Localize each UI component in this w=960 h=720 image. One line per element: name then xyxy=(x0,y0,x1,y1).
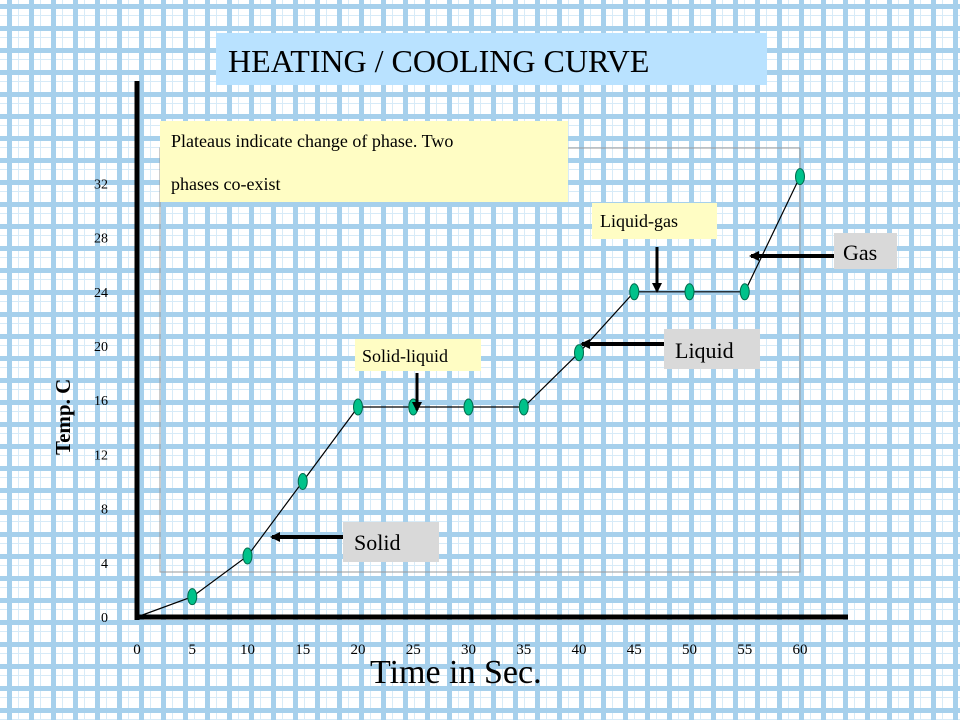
heating-curve-line xyxy=(136,176,801,618)
data-point xyxy=(795,168,805,186)
x-tick-label: 45 xyxy=(627,642,642,658)
y-tick-label: 32 xyxy=(94,177,108,192)
x-tick-label: 60 xyxy=(793,642,808,658)
data-point xyxy=(739,283,750,301)
data-point xyxy=(518,398,529,416)
solid-liquid-label-box xyxy=(355,339,481,371)
x-tick-label: 35 xyxy=(516,642,531,658)
solid-label-box xyxy=(343,522,439,562)
solid-liquid-label: Solid-liquid xyxy=(362,346,448,366)
data-point xyxy=(353,398,363,416)
data-point xyxy=(187,588,198,606)
y-tick-label: 8 xyxy=(101,503,108,518)
note-box xyxy=(160,121,568,202)
x-tick-label: 25 xyxy=(406,642,421,658)
data-point xyxy=(684,283,695,301)
liquid-label-box xyxy=(664,329,760,369)
y-tick-label: 24 xyxy=(94,286,108,301)
data-point xyxy=(629,283,640,301)
x-tick-labels: 0 5 10 15 20 25 30 35 40 45 50 55 60 xyxy=(133,642,807,658)
y-tick-label: 28 xyxy=(94,232,108,247)
y-tick-label: 12 xyxy=(94,448,108,463)
data-points xyxy=(187,168,805,606)
liquid-label: Liquid xyxy=(675,338,734,363)
y-tick-label: 4 xyxy=(101,557,108,572)
x-tick-label: 40 xyxy=(572,642,587,658)
liquid-gas-label-box xyxy=(592,203,717,239)
solid-label: Solid xyxy=(354,530,400,555)
x-tick-label: 5 xyxy=(189,642,197,658)
data-point xyxy=(242,547,253,565)
x-tick-label: 15 xyxy=(295,642,310,658)
x-tick-label: 55 xyxy=(737,642,752,658)
y-tick-label: 20 xyxy=(94,340,108,355)
title-box xyxy=(216,33,767,85)
note-line-1: Plateaus indicate change of phase. Two xyxy=(171,131,453,151)
y-axis-label: Temp. C xyxy=(51,379,75,455)
data-point xyxy=(463,398,474,416)
x-tick-label: 20 xyxy=(351,642,366,658)
data-point xyxy=(297,473,308,490)
gas-label: Gas xyxy=(843,240,877,265)
note-line-2: phases co-exist xyxy=(171,174,280,194)
x-tick-label: 0 xyxy=(133,642,141,658)
x-tick-label: 10 xyxy=(240,642,255,658)
y-tick-label: 16 xyxy=(94,394,108,409)
x-tick-label: 50 xyxy=(682,642,697,658)
liquid-gas-label: Liquid-gas xyxy=(600,211,678,231)
y-tick-labels: 0 4 8 12 16 20 24 28 32 xyxy=(94,177,108,626)
data-point xyxy=(574,344,584,362)
x-tick-label: 30 xyxy=(461,642,476,658)
chart-title: HEATING / COOLING CURVE xyxy=(228,43,649,79)
y-tick-label: 0 xyxy=(101,611,108,626)
x-axis-label: Time in Sec. xyxy=(370,654,542,691)
gas-label-box xyxy=(834,233,897,269)
